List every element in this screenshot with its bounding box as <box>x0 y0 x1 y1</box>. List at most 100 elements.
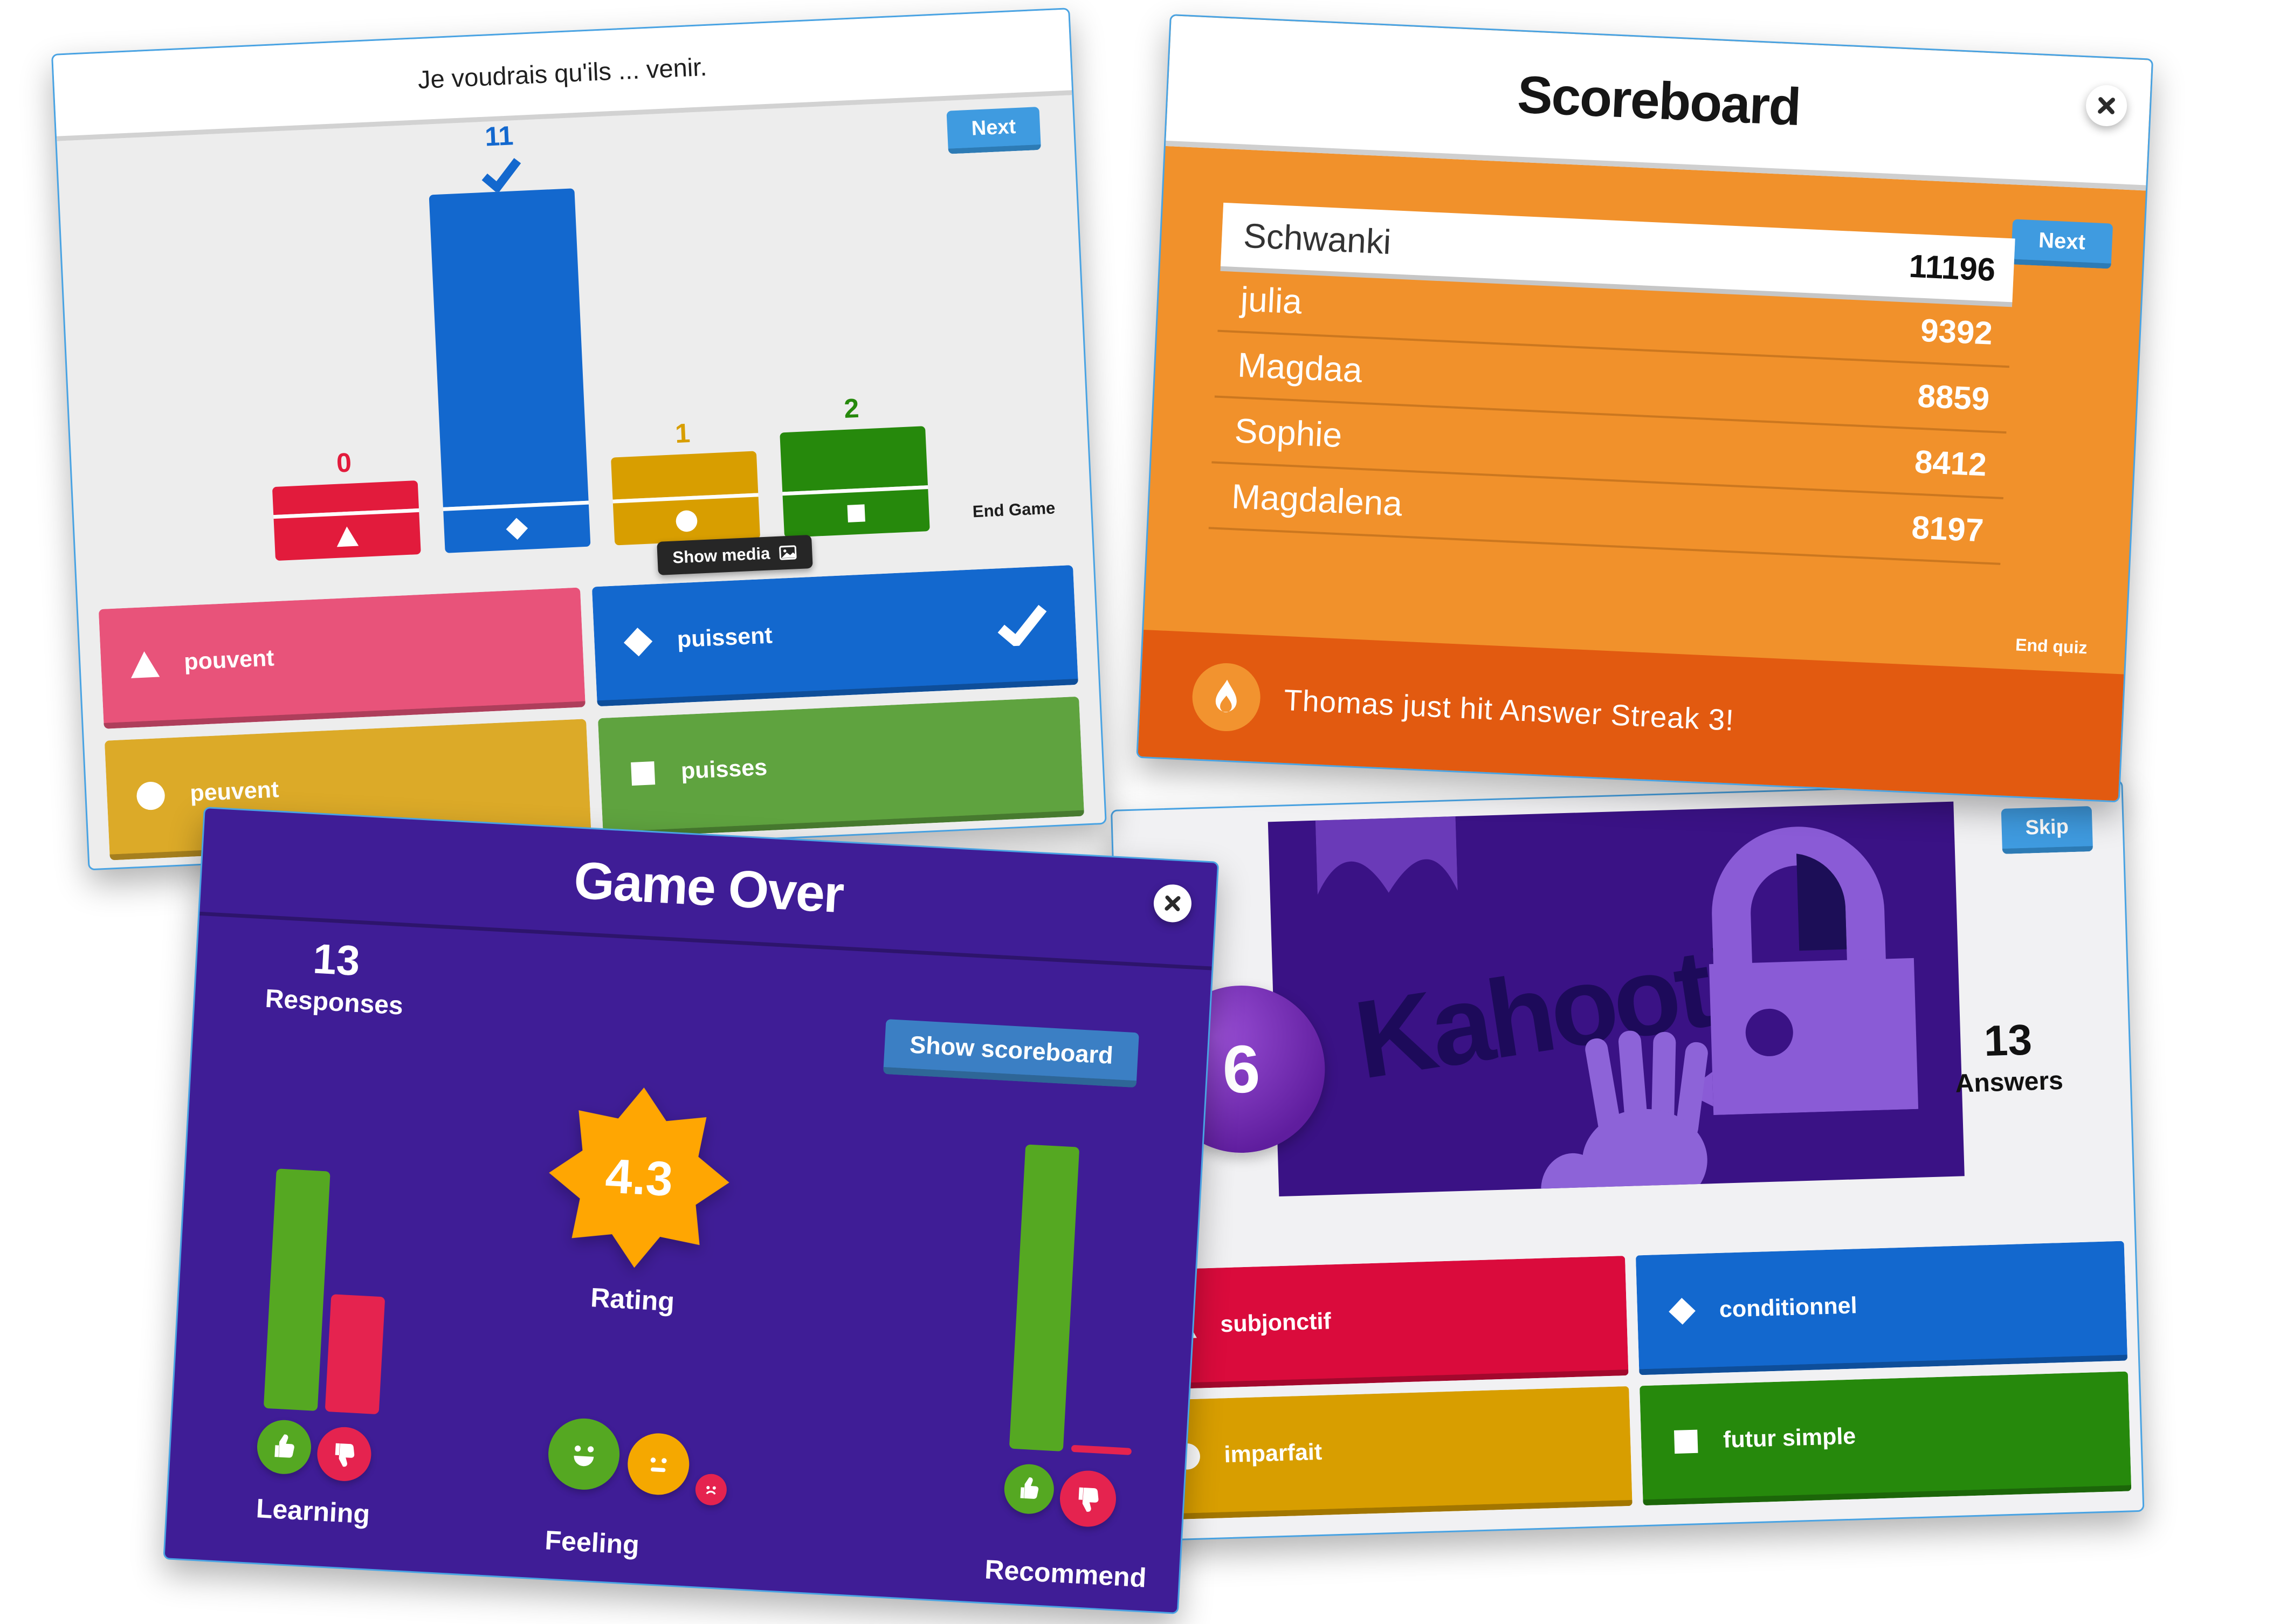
next-button[interactable]: Next <box>2010 219 2113 269</box>
thumbs-down-icon <box>315 1426 373 1483</box>
correct-check-icon <box>481 158 521 193</box>
results-answer-grid: pouvent puissent peuvent puisses <box>98 565 1085 861</box>
show-media-button[interactable]: Show media <box>657 534 813 575</box>
player-name: Schwanki <box>1242 216 1392 262</box>
answer-tile-subjonctif: subjonctif <box>1136 1256 1629 1390</box>
bar-count: 0 <box>335 447 353 478</box>
diamond-icon <box>623 627 652 656</box>
close-icon[interactable] <box>2085 84 2128 127</box>
player-score: 8859 <box>1917 377 1990 417</box>
answer-label: conditionnel <box>1719 1292 1858 1323</box>
result-bar-triangle: 0 <box>271 444 421 561</box>
rating-label: Rating <box>590 1282 676 1317</box>
show-scoreboard-button[interactable]: Show scoreboard <box>883 1019 1139 1088</box>
answer-tile-puissent: puissent <box>591 565 1079 707</box>
close-icon[interactable] <box>1153 883 1193 924</box>
result-bar-square: 2 <box>778 389 930 538</box>
scoreboard-rows: Schwanki 11196 julia 9392 Magdaa 8859 So… <box>1208 202 2015 565</box>
circle-icon <box>676 510 698 532</box>
answer-tile-puisses: puisses <box>597 696 1085 838</box>
group-label: Learning <box>255 1493 371 1530</box>
circle-icon <box>136 781 165 810</box>
diamond-icon <box>1669 1297 1696 1325</box>
player-name: Sophie <box>1234 411 1343 455</box>
player-score: 8197 <box>1911 508 1985 548</box>
happy-face-icon <box>546 1416 622 1492</box>
media-image-icon <box>779 545 797 560</box>
answer-tile-imparfait: imparfait <box>1140 1386 1633 1520</box>
responses-count: 13 <box>312 934 361 985</box>
game-over-panel: Game Over 13 Responses Show scoreboard 4… <box>163 807 1220 1614</box>
triangle-icon <box>130 651 160 678</box>
result-bar-circle: 1 <box>609 415 761 546</box>
arch-decoration <box>1315 816 1458 895</box>
answer-label: pouvent <box>183 645 275 675</box>
scoreboard-panel: Scoreboard Next Schwanki 11196 julia 939… <box>1136 14 2154 803</box>
thumbs-up-icon <box>1003 1463 1056 1516</box>
flame-icon <box>1190 661 1262 733</box>
hand-icon <box>1541 1030 1708 1197</box>
live-question-panel: Skip Kahoot! <box>1111 780 2145 1542</box>
responses-label: Responses <box>264 984 404 1021</box>
bar <box>780 426 928 492</box>
player-score: 8412 <box>1913 443 1988 483</box>
learning-negative-bar <box>325 1294 385 1415</box>
recommend-positive-bar <box>1009 1144 1080 1451</box>
question-results-panel: Je voudrais qu'ils ... venir. Next 0 11 … <box>51 8 1107 871</box>
bar <box>429 188 589 507</box>
question-title: Je voudrais qu'ils ... venir. <box>417 52 708 94</box>
answer-label: futur simple <box>1723 1423 1856 1453</box>
question-answer-grid: subjonctif conditionnel imparfait futur … <box>1136 1241 2132 1520</box>
result-bar-diamond: 11 <box>426 117 591 553</box>
player-name: Magdalena <box>1230 477 1403 524</box>
triangle-icon <box>336 526 359 547</box>
bar-count: 2 <box>843 393 860 424</box>
correct-check-icon <box>997 604 1047 647</box>
answer-tile-pouvent: pouvent <box>98 587 586 729</box>
square-icon <box>847 504 865 522</box>
scoreboard-header: Scoreboard <box>1165 16 2152 191</box>
answer-tile-peuvent: peuvent <box>104 719 591 861</box>
square-icon <box>630 761 655 786</box>
thumbs-down-icon <box>1058 1469 1118 1529</box>
thumbs-up-icon <box>256 1419 313 1476</box>
answer-streak-banner: Thomas just hit Answer Streak 3! <box>1138 629 2124 801</box>
scoreboard-title: Scoreboard <box>1516 64 1802 136</box>
next-button[interactable]: Next <box>946 106 1041 154</box>
player-score: 11196 <box>1908 247 1996 288</box>
group-label: Recommend <box>984 1554 1147 1593</box>
lock-icon <box>1685 827 1919 1116</box>
rating-value: 4.3 <box>604 1149 674 1207</box>
bar <box>611 451 759 500</box>
question-media-image: Kahoot! <box>1268 801 1965 1197</box>
answer-label: puissent <box>676 622 773 653</box>
skip-button[interactable]: Skip <box>2001 806 2093 854</box>
answer-label: puisses <box>680 754 768 785</box>
learning-positive-bar <box>263 1168 330 1412</box>
star-icon <box>549 1087 729 1268</box>
player-name: Magdaa <box>1236 345 1363 390</box>
answer-label: imparfait <box>1223 1439 1323 1468</box>
neutral-face-icon <box>626 1432 691 1497</box>
answer-tile-futur-simple: futur simple <box>1640 1371 2132 1506</box>
responses-counter: 13 Responses <box>264 932 407 1021</box>
streak-message: Thomas just hit Answer Streak 3! <box>1283 683 1735 737</box>
answer-tile-conditionnel: conditionnel <box>1635 1241 2128 1375</box>
answer-label: peuvent <box>189 776 280 807</box>
rating-badge: 4.3 Rating <box>539 1080 737 1320</box>
answers-count: 13 Answers <box>1954 1015 2064 1098</box>
bar-count: 1 <box>674 417 691 449</box>
recommend-negative-bar <box>1071 1444 1132 1455</box>
diamond-icon <box>506 518 528 540</box>
end-game-link[interactable]: End Game <box>972 498 1056 521</box>
player-name: julia <box>1239 279 1303 321</box>
game-over-title: Game Over <box>572 850 845 924</box>
player-score: 9392 <box>1919 312 1994 352</box>
answer-label: subjonctif <box>1220 1308 1332 1338</box>
end-quiz-link[interactable]: End quiz <box>2015 635 2088 658</box>
group-label: Feeling <box>544 1525 640 1560</box>
square-icon <box>1673 1429 1698 1454</box>
timer-value: 6 <box>1221 1031 1262 1107</box>
bar-count: 11 <box>484 120 514 152</box>
